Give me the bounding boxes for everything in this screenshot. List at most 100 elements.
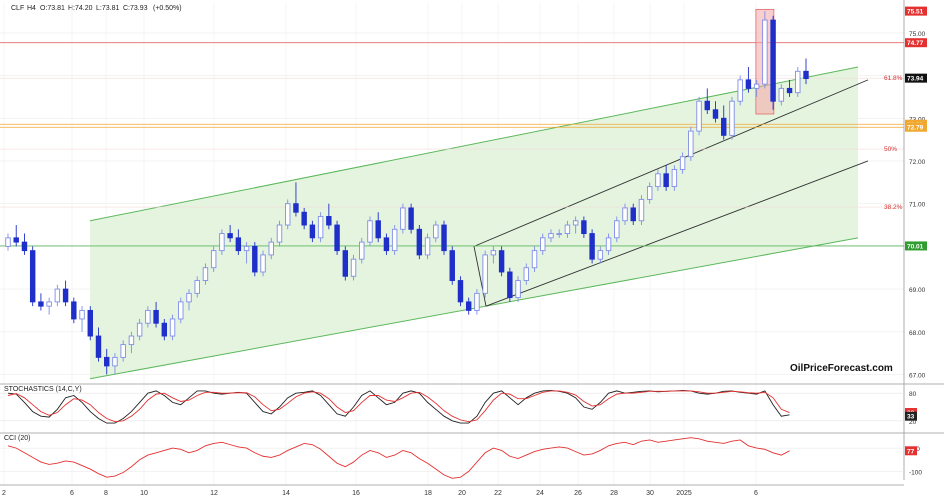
candle-body xyxy=(128,335,135,346)
x-tick-label: 24 xyxy=(536,490,544,497)
candle-body xyxy=(268,241,274,256)
candle-body xyxy=(29,250,36,303)
candle-body xyxy=(367,220,373,243)
candle-body xyxy=(803,70,809,80)
candle-body xyxy=(178,301,184,320)
candle-body xyxy=(646,186,653,200)
high-label: H:74.20 xyxy=(68,5,93,12)
candle-body xyxy=(359,241,365,260)
candle-body xyxy=(408,207,414,230)
x-tick-label: 22 xyxy=(494,490,502,497)
candle-body xyxy=(523,267,530,281)
candle-body xyxy=(227,233,233,239)
candle-body xyxy=(293,203,299,213)
candle-body xyxy=(136,322,143,337)
candle-body xyxy=(474,292,480,311)
candle-body xyxy=(572,220,579,226)
x-tick-label: 18 xyxy=(424,490,432,497)
candle-body xyxy=(540,237,546,252)
close-label: C:73.93 xyxy=(123,5,148,12)
candle-body xyxy=(630,207,636,222)
candle-body xyxy=(235,237,242,252)
panel-label-box xyxy=(905,411,917,421)
candle-body xyxy=(375,220,381,239)
price-label-box xyxy=(905,241,927,251)
candle-body xyxy=(145,309,151,324)
price-label: 73.94 xyxy=(907,76,924,83)
candle-body xyxy=(202,267,209,281)
panel-tick-label: 20 xyxy=(909,419,917,426)
watermark: OilPriceForecast.com xyxy=(790,363,893,374)
candle-body xyxy=(605,237,612,252)
candle-body xyxy=(416,228,423,256)
candle-body xyxy=(786,87,793,94)
candle-body xyxy=(548,233,554,239)
price-label-box xyxy=(905,6,927,16)
panel-value-label: 77 xyxy=(907,448,915,455)
candle-body xyxy=(400,207,406,230)
candle-body xyxy=(663,173,669,188)
candle-body xyxy=(441,224,447,252)
y-tick-label: 68.00 xyxy=(909,330,926,337)
x-tick-label: 8 xyxy=(104,490,108,497)
chart-header: CLF H4 O:73.81 H:74.20 L:73.81 C:73.93 (… xyxy=(11,5,182,12)
candle-body xyxy=(729,100,735,136)
candle-body xyxy=(655,173,661,188)
candle-body xyxy=(671,169,678,188)
open-label: O:73.81 xyxy=(40,5,65,12)
candle-body xyxy=(614,220,620,239)
candle-body xyxy=(317,216,324,239)
candle-body xyxy=(581,220,587,235)
candle-body xyxy=(597,250,604,260)
candle-body xyxy=(696,100,702,132)
y-tick-label: 67.00 xyxy=(909,372,926,379)
candle-body xyxy=(507,271,513,299)
y-tick-label: 72.00 xyxy=(909,159,926,166)
candle-body xyxy=(688,130,694,158)
timeframe-label: H4 xyxy=(27,5,36,12)
price-label: 75.51 xyxy=(907,9,924,16)
x-tick-label: 6 xyxy=(70,490,74,497)
candle-body xyxy=(391,228,398,252)
cci-title: CCI (20) xyxy=(4,435,30,442)
x-tick-label: 2 xyxy=(2,490,6,497)
x-tick-label: 20 xyxy=(458,490,466,497)
channel-lower-line xyxy=(89,237,859,380)
price-label: 74.77 xyxy=(907,40,924,47)
candle-body xyxy=(161,322,168,337)
channel-upper-line xyxy=(89,66,859,222)
candle-body xyxy=(498,250,505,273)
candle-body xyxy=(383,237,390,252)
y-tick-label: 75.00 xyxy=(909,31,926,38)
candle-body xyxy=(745,79,752,89)
candle-body xyxy=(210,250,217,269)
candle-body xyxy=(795,70,801,94)
panel-tick-label: -100 xyxy=(909,469,922,476)
y-tick-label: 71.00 xyxy=(909,202,926,209)
candle-body xyxy=(13,237,19,243)
price-label-box xyxy=(905,38,927,48)
panel-tick-label: 80 xyxy=(909,391,917,398)
stochastics-panel: STOCHASTICS (14,C,Y) 80203833 xyxy=(0,383,944,426)
channel-fill xyxy=(90,67,858,379)
candle-body xyxy=(186,292,192,303)
panel-value-label: 33 xyxy=(907,414,915,421)
candle-body xyxy=(350,258,357,277)
candle-body xyxy=(556,233,562,236)
candle-body xyxy=(5,237,11,247)
candle-body xyxy=(71,301,77,320)
candle-body xyxy=(169,318,176,337)
candle-body xyxy=(153,309,159,324)
x-tick-label: 28 xyxy=(610,490,618,497)
candle-body xyxy=(62,288,69,303)
candle-body xyxy=(482,254,488,294)
symbol-label: CLF xyxy=(11,5,24,12)
x-tick-label: 30 xyxy=(646,490,654,497)
candle-body xyxy=(243,245,250,252)
price-axis: 75.0074.0073.0072.0071.0070.0069.0068.00… xyxy=(903,0,927,480)
candle-body xyxy=(21,241,28,252)
candle-body xyxy=(79,309,85,320)
x-tick-label: 10 xyxy=(140,490,148,497)
candle-body xyxy=(490,250,497,256)
